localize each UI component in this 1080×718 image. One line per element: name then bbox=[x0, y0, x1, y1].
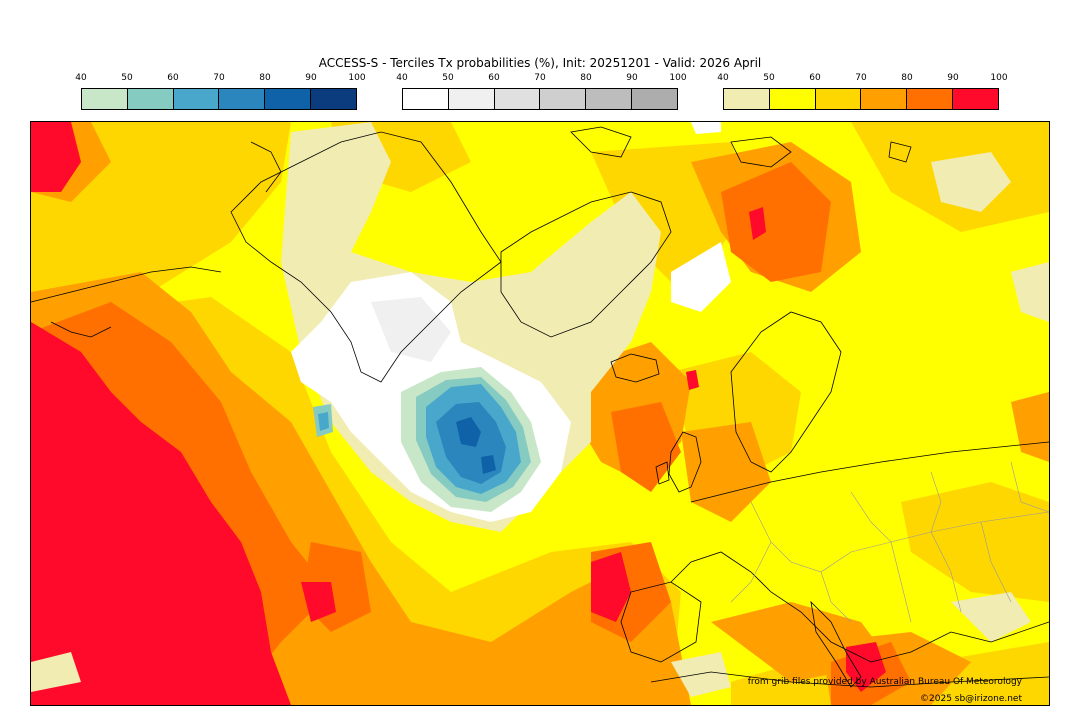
legend-tick: 90 bbox=[626, 73, 638, 83]
legend-tick: 40 bbox=[75, 73, 87, 83]
blue-areas bbox=[313, 367, 541, 512]
legend-tick: 40 bbox=[717, 73, 729, 83]
legend-swatch bbox=[540, 89, 587, 109]
legend-tick: 80 bbox=[580, 73, 592, 83]
legend-colorbar bbox=[402, 88, 678, 110]
legend-swatch bbox=[403, 89, 449, 109]
legend-tick: 70 bbox=[855, 73, 867, 83]
legend-tick: 80 bbox=[259, 73, 271, 83]
copyright-credit: ©2025 sb@irizone.net bbox=[920, 694, 1022, 704]
legend-tick: 60 bbox=[167, 73, 179, 83]
legend-swatch bbox=[265, 89, 312, 109]
legend-colorbar bbox=[723, 88, 999, 110]
legend-tick: 80 bbox=[901, 73, 913, 83]
legend-above-normal: 40 50 60 70 80 90 100 bbox=[717, 73, 1008, 113]
legend-swatch bbox=[494, 89, 541, 109]
legend-swatch bbox=[127, 89, 174, 109]
legend-tick: 70 bbox=[534, 73, 546, 83]
legend-swatch bbox=[632, 89, 677, 109]
map-canvas bbox=[31, 122, 1049, 705]
legend-swatch bbox=[219, 89, 266, 109]
legend-tick: 50 bbox=[763, 73, 775, 83]
legend-swatch bbox=[815, 89, 862, 109]
legend-tick: 100 bbox=[669, 73, 687, 83]
legend-tick: 50 bbox=[121, 73, 133, 83]
red-areas bbox=[31, 122, 886, 705]
legend-swatch bbox=[953, 89, 998, 109]
legend-tick: 100 bbox=[990, 73, 1008, 83]
legend-swatch bbox=[861, 89, 908, 109]
legend-tick: 70 bbox=[213, 73, 225, 83]
data-source-credit: from grib files provided by Australian B… bbox=[747, 677, 1022, 687]
legend-tick: 100 bbox=[348, 73, 366, 83]
coastlines bbox=[31, 126, 1049, 688]
legend-swatch bbox=[724, 89, 770, 109]
legend-tick: 60 bbox=[809, 73, 821, 83]
legend-ticks: 40 50 60 70 80 90 100 bbox=[396, 73, 686, 85]
probability-map bbox=[30, 121, 1050, 706]
legend-swatch bbox=[769, 89, 816, 109]
legend-swatch bbox=[311, 89, 356, 109]
legend-swatch bbox=[448, 89, 495, 109]
legend-ticks: 40 50 60 70 80 90 100 bbox=[717, 73, 1007, 85]
legend-tick: 60 bbox=[488, 73, 500, 83]
grey-areas bbox=[371, 297, 451, 362]
legend-swatch bbox=[82, 89, 128, 109]
legend-below-normal: 40 50 60 70 80 90 100 bbox=[75, 73, 366, 113]
legend-swatch bbox=[586, 89, 633, 109]
legend-ticks: 40 50 60 70 80 90 100 bbox=[75, 73, 365, 85]
map-title: ACCESS-S - Terciles Tx probabilities (%)… bbox=[318, 56, 762, 70]
legend-tick: 40 bbox=[396, 73, 408, 83]
country-borders bbox=[730, 461, 1049, 623]
legend-tick: 50 bbox=[442, 73, 454, 83]
legend-tick: 90 bbox=[305, 73, 317, 83]
legend-colorbar bbox=[81, 88, 357, 110]
legend-tick: 90 bbox=[947, 73, 959, 83]
legend-swatch bbox=[173, 89, 220, 109]
legend-near-normal: 40 50 60 70 80 90 100 bbox=[396, 73, 687, 113]
legend-swatch bbox=[907, 89, 954, 109]
